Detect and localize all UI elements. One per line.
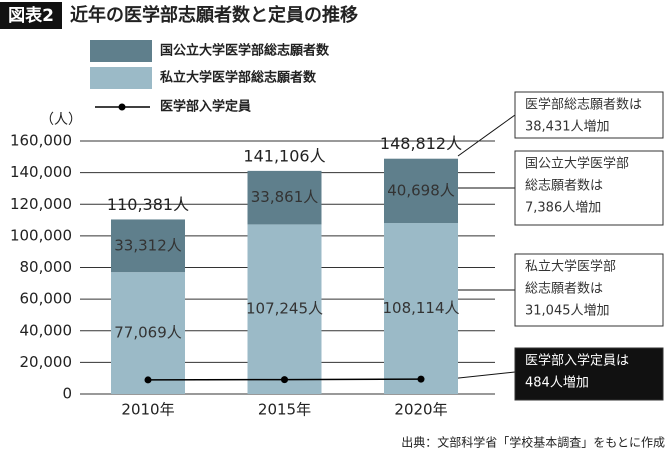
y-tick-label: 60,000 — [20, 290, 73, 308]
y-tick-label: 140,000 — [10, 163, 72, 181]
annotation-box — [514, 150, 664, 226]
x-tick-label: 2010年 — [121, 401, 174, 419]
data-label: 77,069人 — [114, 324, 182, 342]
bar-segment — [111, 272, 185, 394]
pointer — [457, 114, 516, 157]
annotation-text: 31,045人増加 — [525, 304, 610, 319]
x-tick-label: 2020年 — [394, 401, 447, 419]
annotation-text: 医学部総志願者数は — [525, 97, 642, 113]
legend-swatch — [90, 67, 152, 89]
y-tick-label: 40,000 — [20, 321, 73, 339]
annotation-text: 38,431人増加 — [525, 120, 610, 135]
legend-label: 国公立大学医学部総志願者数 — [160, 43, 330, 59]
y-tick-label: 20,000 — [20, 353, 73, 371]
bar-segment — [247, 170, 322, 225]
annotation-text: 総志願者数は — [525, 282, 603, 297]
legend-label: 私立大学医学部総志願者数 — [160, 70, 317, 86]
bar-segment — [247, 224, 322, 394]
bar-segment — [384, 158, 458, 224]
y-tick-label: 100,000 — [10, 226, 72, 244]
annotation-text: 国公立大学医学部 — [525, 156, 629, 172]
annotation-text: 総志願者数は — [525, 179, 603, 194]
x-tick-label: 2015年 — [258, 401, 311, 419]
y-axis-label: （人） — [40, 112, 82, 128]
y-tick-label: 120,000 — [10, 195, 72, 213]
y-tick-label: 160,000 — [10, 132, 72, 150]
bar-segment — [111, 219, 185, 273]
total-label: 148,812人 — [380, 134, 462, 153]
badge: 図表2 — [8, 5, 54, 26]
annotation-box — [514, 253, 664, 327]
legend-marker — [118, 103, 126, 111]
data-label: 107,245人 — [246, 300, 323, 318]
legend-label: 医学部入学定員 — [160, 99, 251, 115]
total-label: 141,106人 — [243, 146, 325, 165]
annotation-box — [514, 91, 664, 139]
legend-swatch — [90, 40, 152, 62]
annotation-text: 484人増加 — [525, 376, 589, 391]
line-point — [281, 376, 288, 384]
annotation-text: 7,386人増加 — [525, 201, 601, 216]
source: 出典：文部科学省「学校基本調査」をもとに作成 — [401, 435, 665, 450]
data-label: 33,312人 — [114, 236, 182, 254]
annotation-text: 医学部入学定員は — [525, 353, 629, 369]
data-label: 108,114人 — [382, 299, 459, 317]
title: 近年の医学部志願者数と定員の推移 — [70, 4, 358, 26]
annotation-text: 私立大学医学部 — [525, 259, 616, 275]
y-tick-label: 80,000 — [20, 258, 73, 276]
total-label: 110,381人 — [107, 195, 189, 214]
bar-segment — [384, 223, 458, 394]
line-point — [144, 376, 152, 384]
data-label: 40,698人 — [387, 181, 455, 199]
line-point — [417, 375, 425, 383]
annotation-box — [514, 347, 664, 401]
badge-bg — [0, 2, 62, 29]
y-tick-label: 0 — [62, 385, 72, 403]
data-label: 33,861人 — [251, 188, 319, 206]
